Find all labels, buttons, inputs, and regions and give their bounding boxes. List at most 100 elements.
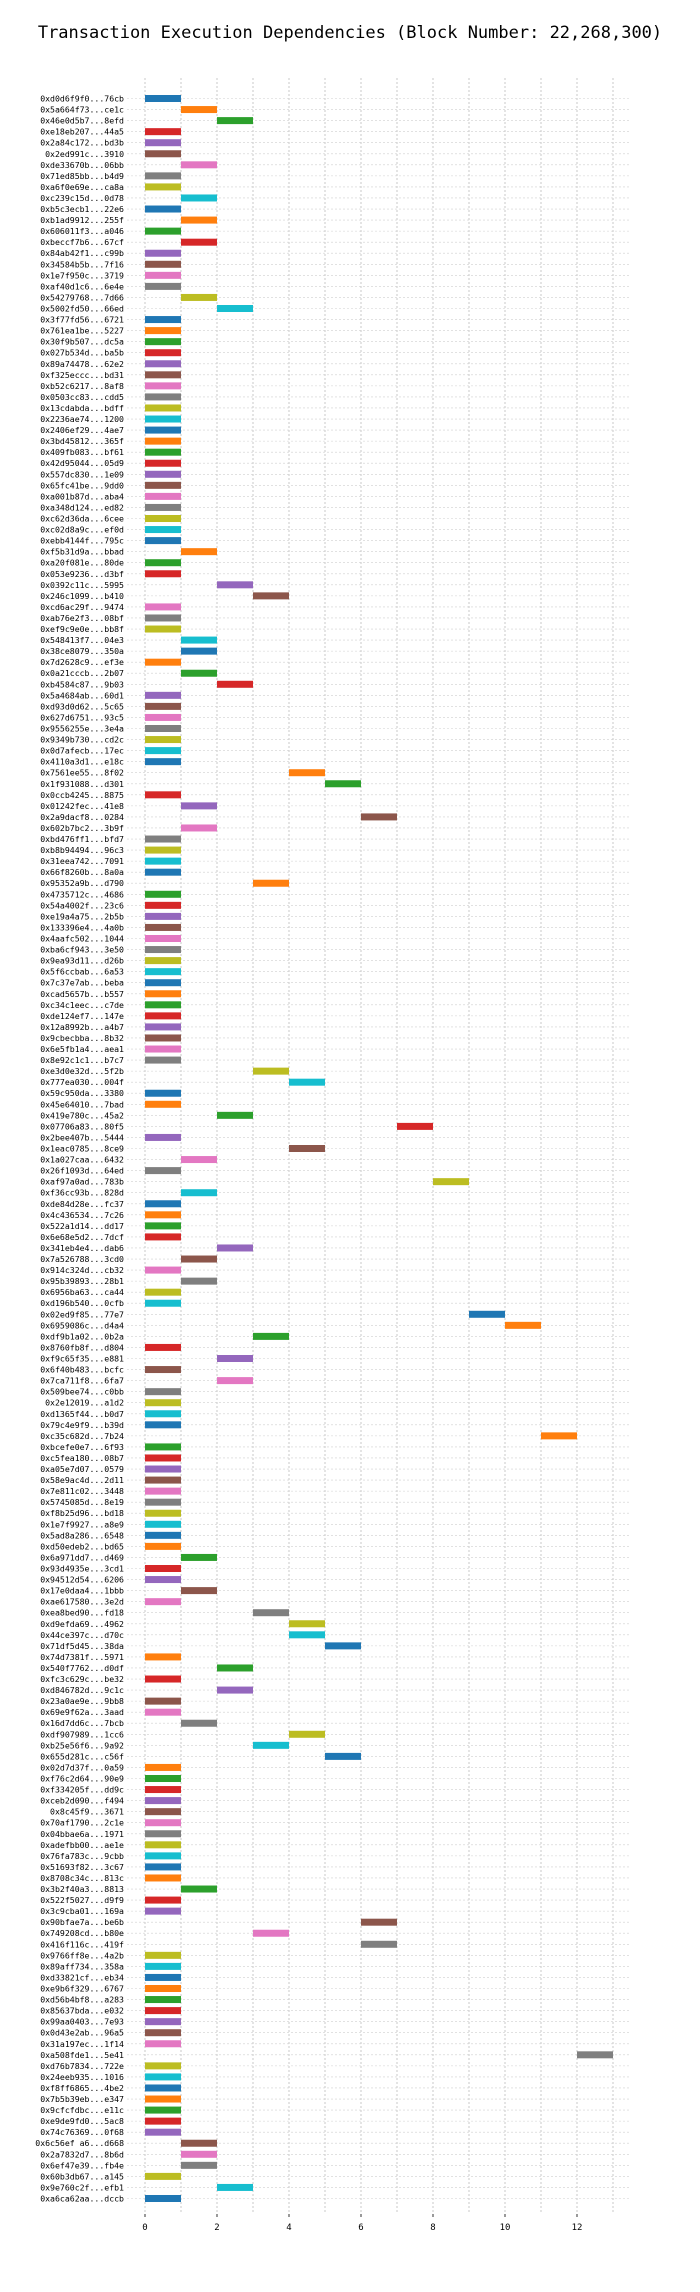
transaction-bar bbox=[145, 1542, 181, 1550]
transaction-label: 0x6f40b483...bcfc bbox=[40, 1365, 124, 1375]
transaction-label: 0x9556255e...3e4a bbox=[40, 724, 124, 734]
transaction-bar bbox=[145, 537, 181, 545]
transaction-bar bbox=[145, 338, 181, 346]
transaction-label: 0x02ed9f85...77e7 bbox=[40, 1309, 124, 1319]
transaction-label: 0xde84d28e...fc37 bbox=[40, 1199, 124, 1209]
transaction-bar bbox=[181, 1156, 217, 1164]
transaction-bar bbox=[145, 1443, 181, 1451]
transaction-bar bbox=[145, 1410, 181, 1418]
transaction-bar bbox=[433, 1178, 469, 1186]
transaction-label: 0xe9de9fd0...5ac8 bbox=[40, 2116, 124, 2126]
transaction-bar bbox=[145, 1675, 181, 1683]
transaction-bar bbox=[361, 1918, 397, 1926]
transaction-bar bbox=[145, 481, 181, 489]
transaction-bar bbox=[217, 1377, 253, 1385]
transaction-label: 0x027b534d...ba5b bbox=[40, 348, 124, 358]
transaction-bar bbox=[145, 437, 181, 445]
transaction-label: 0x761ea1be...5227 bbox=[40, 326, 124, 336]
transaction-label: 0xadefbb00...ae1e bbox=[40, 1840, 124, 1850]
transaction-bar bbox=[145, 382, 181, 390]
transaction-label: 0x31eea742...7091 bbox=[40, 856, 124, 866]
transaction-bar bbox=[145, 415, 181, 423]
transaction-label: 0xfc3c629c...be32 bbox=[40, 1674, 124, 1684]
transaction-label: 0x0d7afecb...17ec bbox=[40, 746, 124, 756]
transaction-bar bbox=[145, 1962, 181, 1970]
transaction-bar bbox=[181, 216, 217, 224]
transaction-label: 0xbcefe0e7...6f93 bbox=[40, 1442, 124, 1452]
transaction-label: 0x99aa0403...7e93 bbox=[40, 2017, 124, 2027]
transaction-label: 0xb4584c87...9b03 bbox=[40, 679, 124, 689]
transaction-bar bbox=[181, 1553, 217, 1561]
transaction-bar bbox=[181, 106, 217, 114]
transaction-label: 0x70af1790...2c1e bbox=[40, 1818, 124, 1828]
transaction-bar bbox=[145, 1476, 181, 1484]
transaction-label: 0xdf9b1a02...0b2a bbox=[40, 1331, 124, 1341]
transaction-bar bbox=[181, 548, 217, 556]
transaction-bar bbox=[289, 1620, 325, 1628]
row-label-layer: 0xd0d6f9f0...76cb0x5a664f73...ce1c0x46e0… bbox=[35, 94, 124, 2204]
transaction-label: 0x46e0d5b7...8efd bbox=[40, 116, 124, 126]
transaction-label: 0x95352a9b...d790 bbox=[40, 878, 124, 888]
transaction-label: 0x8e92c1c1...b7c7 bbox=[40, 1055, 124, 1065]
transaction-label: 0x7e811c02...3448 bbox=[40, 1486, 124, 1496]
transaction-bar bbox=[181, 238, 217, 246]
transaction-bar bbox=[145, 1775, 181, 1782]
transaction-label: 0x38ce8079...350a bbox=[40, 646, 124, 656]
transaction-bar bbox=[181, 293, 217, 301]
transaction-bar bbox=[145, 2106, 181, 2114]
transaction-bar bbox=[181, 1189, 217, 1197]
transaction-label: 0xef9c9e0e...bb8f bbox=[40, 624, 124, 634]
transaction-label: 0x133396e4...4a0b bbox=[40, 922, 124, 932]
transaction-label: 0x44ce397c...d70c bbox=[40, 1630, 124, 1640]
transaction-label: 0x7a526788...3cd0 bbox=[40, 1254, 124, 1264]
transaction-label: 0xf76c2d64...90e9 bbox=[40, 1774, 124, 1784]
transaction-bar bbox=[145, 459, 181, 467]
transaction-label: 0xf334205f...dd9c bbox=[40, 1785, 124, 1795]
transaction-bar bbox=[145, 1653, 181, 1661]
transaction-label: 0x71df5d45...38da bbox=[40, 1641, 124, 1651]
transaction-label: 0xc35c682d...7b24 bbox=[40, 1431, 124, 1441]
transaction-bar bbox=[145, 559, 181, 567]
transaction-bar bbox=[145, 968, 181, 976]
x-tick-label: 4 bbox=[286, 2223, 291, 2233]
transaction-label: 0x66f8260b...8a0a bbox=[40, 867, 124, 877]
transaction-label: 0xd93d0d62...5c65 bbox=[40, 701, 124, 711]
transaction-label: 0xd50edeb2...bd65 bbox=[40, 1541, 124, 1551]
transaction-bar bbox=[145, 426, 181, 434]
transaction-label: 0x5002fd50...66ed bbox=[40, 304, 124, 314]
transaction-label: 0x627d6751...93c5 bbox=[40, 712, 124, 722]
transaction-bar bbox=[145, 1266, 181, 1274]
transaction-label: 0x9349b730...cd2c bbox=[40, 735, 124, 745]
transaction-label: 0x6ef47e39...fb4e bbox=[40, 2160, 124, 2170]
transaction-label: 0x9ea93d11...d26b bbox=[40, 956, 124, 966]
transaction-label: 0xe19a4a75...2b5b bbox=[40, 911, 124, 921]
transaction-bar bbox=[145, 691, 181, 699]
transaction-bar bbox=[145, 1200, 181, 1208]
transaction-label: 0x4c436534...7c26 bbox=[40, 1210, 124, 1220]
transaction-label: 0x71ed85bb...b4d9 bbox=[40, 171, 124, 181]
transaction-bar bbox=[145, 1001, 181, 1009]
transaction-bar bbox=[145, 1399, 181, 1407]
transaction-bar bbox=[145, 614, 181, 622]
transaction-label: 0x749208cd...b80e bbox=[40, 1928, 124, 1938]
transaction-label: 0x2e12019...a1d2 bbox=[45, 1398, 124, 1408]
transaction-bar bbox=[181, 636, 217, 644]
transaction-bar bbox=[145, 2095, 181, 2103]
transaction-label: 0x93d4935e...3cd1 bbox=[40, 1564, 124, 1574]
x-tick-label: 2 bbox=[214, 2223, 219, 2233]
transaction-label: 0xbeccf7b6...67cf bbox=[40, 237, 124, 247]
transaction-bar bbox=[181, 1277, 217, 1285]
transaction-bar bbox=[145, 1100, 181, 1108]
transaction-bar bbox=[145, 1708, 181, 1716]
transaction-bar bbox=[145, 2172, 181, 2180]
transaction-bar bbox=[145, 503, 181, 511]
transaction-bar bbox=[145, 1487, 181, 1495]
transaction-bar bbox=[253, 1609, 289, 1617]
transaction-label: 0x1e7f950c...3719 bbox=[40, 270, 124, 280]
transaction-bar bbox=[145, 260, 181, 268]
transaction-bar bbox=[145, 990, 181, 998]
x-tick-label: 10 bbox=[500, 2223, 511, 2233]
transaction-label: 0x4110a3d1...e18c bbox=[40, 757, 124, 767]
transaction-bar bbox=[181, 824, 217, 832]
